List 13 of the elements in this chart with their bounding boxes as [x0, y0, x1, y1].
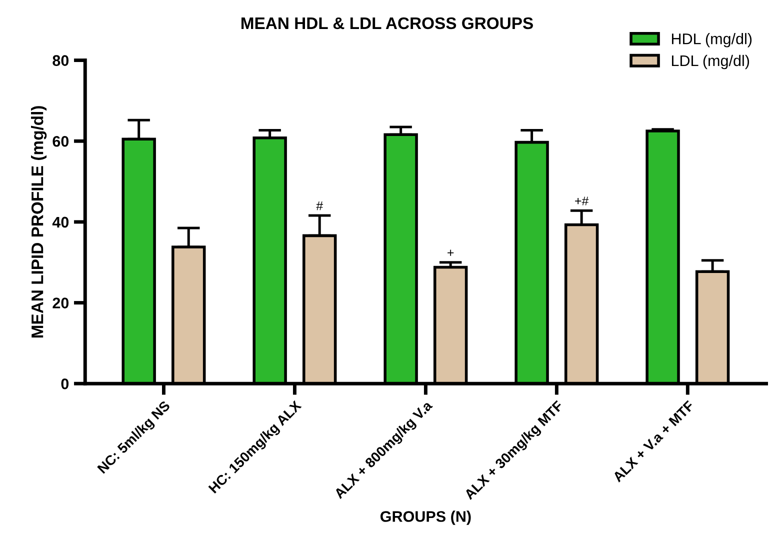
data-label: #	[316, 202, 324, 210]
legend-label: LDL (mg/dl)	[672, 54, 750, 70]
y-tick-label: 20	[52, 298, 69, 308]
legend-label: HDL (mg/dl)	[672, 33, 752, 48]
chart-title: MEAN HDL & LDL ACROSS GROUPS	[241, 17, 533, 30]
y-axis-title: MEAN LIPID PROFILE (mg/dl)	[31, 106, 47, 338]
data-label: +	[448, 250, 454, 256]
data-label: +#	[575, 196, 589, 206]
x-axis-title: GROUPS (N)	[380, 510, 471, 525]
y-tick-label: 60	[52, 136, 69, 147]
y-tick-label: 0	[61, 378, 69, 390]
y-tick-label: 80	[52, 55, 69, 66]
y-tick-label: 40	[52, 216, 69, 228]
